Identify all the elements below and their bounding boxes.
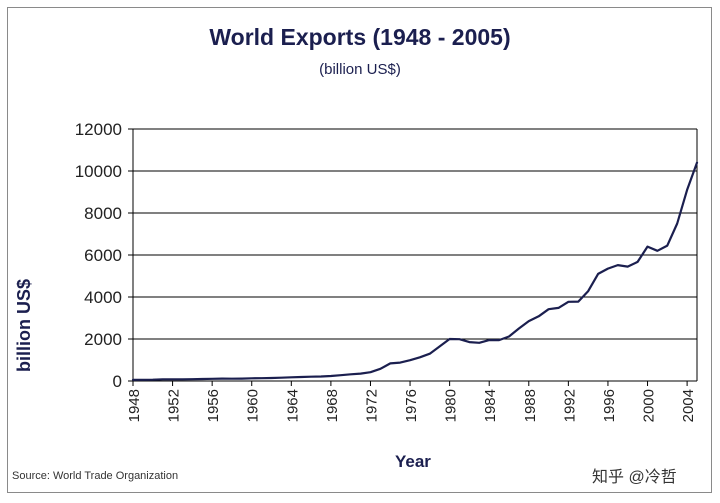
- y-tick-label: 12000: [75, 120, 122, 139]
- y-tick-label: 0: [113, 372, 122, 391]
- y-tick-label: 4000: [84, 288, 122, 307]
- x-tick-label: 2000: [641, 389, 658, 422]
- chart-frame: [7, 7, 712, 493]
- chart-title: World Exports (1948 - 2005): [209, 24, 511, 50]
- y-tick-label: 10000: [75, 162, 122, 181]
- source-note: Source: World Trade Organization: [12, 470, 179, 482]
- y-tick-label: 6000: [84, 246, 122, 265]
- x-tick-label: 1996: [601, 389, 618, 422]
- x-tick-label: 1980: [443, 389, 460, 422]
- x-tick-label: 1952: [166, 389, 183, 422]
- x-tick-label: 1972: [363, 389, 380, 422]
- x-tick-label: 1964: [284, 389, 301, 422]
- x-tick-label: 1988: [522, 389, 539, 422]
- x-axis-label: Year: [395, 452, 431, 471]
- x-tick-label: 1948: [126, 389, 143, 422]
- x-tick-label: 2004: [680, 389, 697, 422]
- watermark-text: 知乎 @冷哲: [592, 469, 677, 486]
- x-tick-label: 1984: [482, 389, 499, 422]
- x-tick-label: 1976: [403, 389, 420, 422]
- chart-subtitle: (billion US$): [319, 61, 401, 78]
- y-tick-label: 2000: [84, 330, 122, 349]
- y-tick-label: 8000: [84, 204, 122, 223]
- x-tick-label: 1956: [205, 389, 222, 422]
- x-tick-label: 1960: [245, 389, 262, 422]
- x-tick-label: 1992: [561, 389, 578, 422]
- series-line: [131, 161, 699, 381]
- x-tick-label: 1968: [324, 389, 341, 422]
